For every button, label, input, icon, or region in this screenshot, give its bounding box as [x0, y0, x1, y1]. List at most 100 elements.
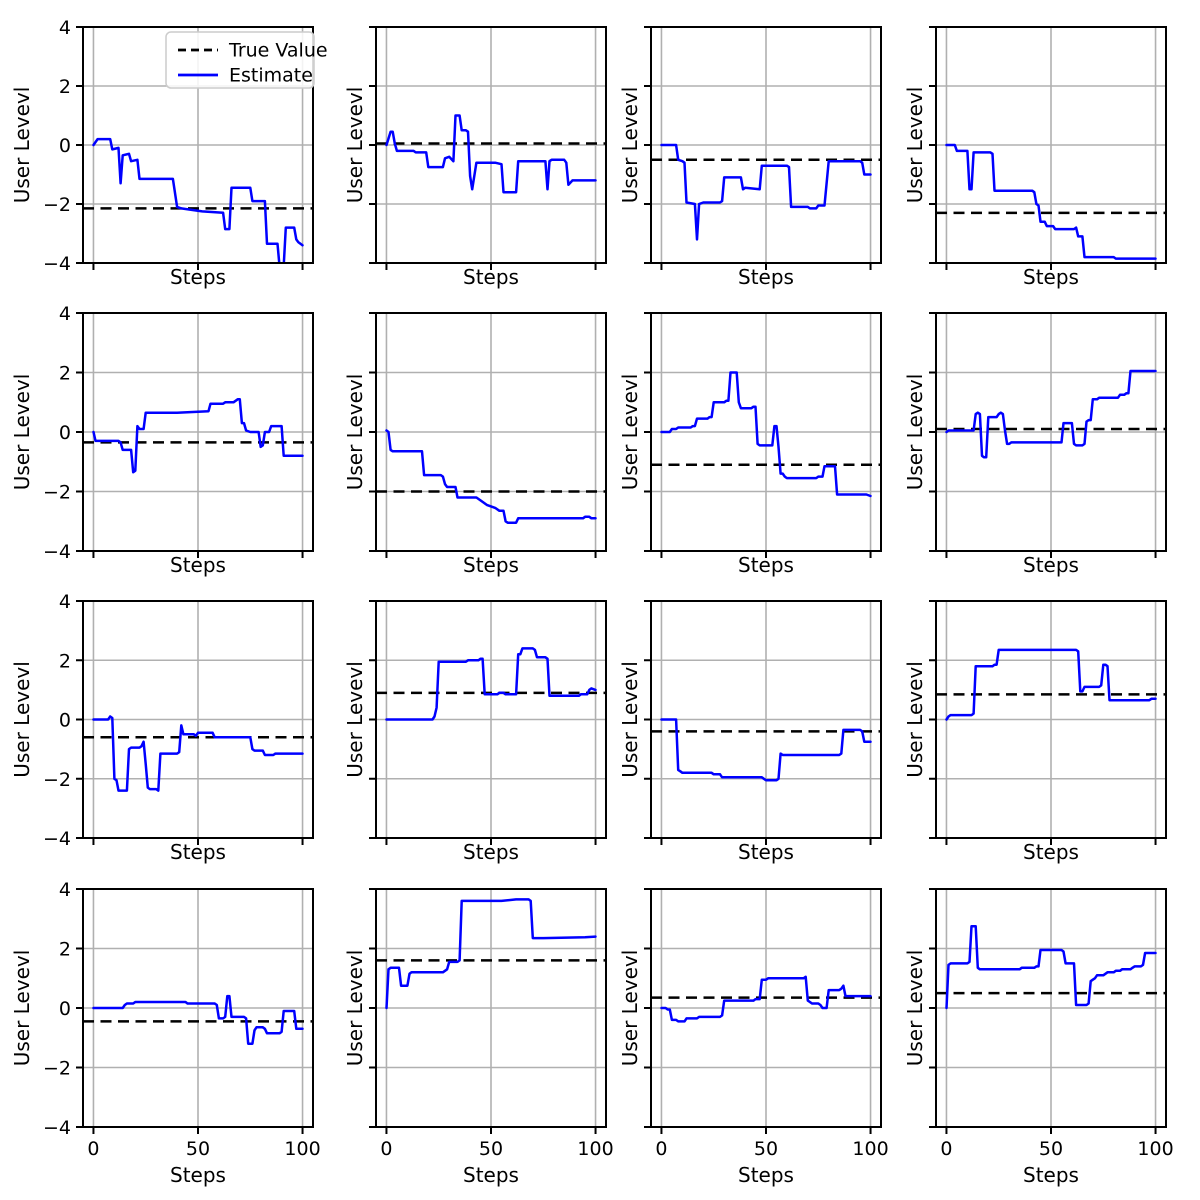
estimate-line — [660, 371, 872, 498]
estimate-line — [660, 143, 872, 241]
y-axis-label: User Levevl — [343, 87, 367, 204]
y-axis-label: User Levevl — [10, 87, 34, 204]
x-axis-label: Steps — [1023, 1163, 1079, 1187]
x-axis-label: Steps — [170, 1163, 226, 1187]
x-axis-label: Steps — [463, 1163, 519, 1187]
y-axis-label: User Levevl — [618, 374, 642, 491]
subplot-3-1: 0 50 100 Steps User Levevl — [343, 888, 614, 1187]
y-tick-label: 4 — [59, 17, 71, 39]
estimate-line — [92, 137, 304, 263]
x-axis-label: Steps — [738, 553, 794, 577]
estimate-line — [385, 114, 597, 194]
estimate-line — [660, 975, 872, 1023]
x-axis-label: Steps — [1023, 840, 1079, 864]
y-axis-label: User Levevl — [903, 87, 927, 204]
subplot-2-2: Steps User Levevl — [618, 600, 882, 864]
y-axis-label: User Levevl — [10, 950, 34, 1067]
estimate-line — [92, 715, 304, 792]
subplot-3-0: −4 −2 0 2 4 0 50 100 Steps User Levevl — [10, 879, 321, 1187]
subplot-0-2: Steps User Levevl — [618, 26, 882, 289]
y-tick-label: −2 — [43, 769, 71, 791]
x-axis-label: Steps — [170, 840, 226, 864]
tick-marks — [929, 888, 1157, 1134]
x-tick-label: 100 — [852, 1138, 888, 1160]
y-tick-label: 0 — [59, 422, 71, 444]
y-axis-label: User Levevl — [903, 374, 927, 491]
y-tick-label: −4 — [43, 541, 71, 563]
legend-label: Estimate — [229, 65, 313, 87]
subplot-3-3: 0 50 100 Steps User Levevl — [903, 888, 1174, 1187]
estimate-line — [945, 369, 1157, 459]
y-tick-label: −2 — [43, 1058, 71, 1080]
y-tick-label: 0 — [59, 710, 71, 732]
y-tick-label: 2 — [59, 76, 71, 98]
x-tick-label: 50 — [479, 1138, 503, 1160]
x-axis-label: Steps — [463, 265, 519, 289]
y-tick-label: −2 — [43, 482, 71, 504]
y-tick-label: 2 — [59, 939, 71, 961]
y-axis-label: User Levevl — [618, 87, 642, 204]
x-tick-label: 100 — [284, 1138, 320, 1160]
y-axis-label: User Levevl — [903, 950, 927, 1067]
y-axis-label: User Levevl — [10, 661, 34, 778]
x-tick-label: 50 — [1039, 1138, 1063, 1160]
tick-marks — [369, 888, 597, 1134]
y-tick-label: 4 — [59, 303, 71, 325]
y-tick-label: 0 — [59, 135, 71, 157]
x-axis-label: Steps — [170, 553, 226, 577]
x-tick-label: 0 — [380, 1138, 392, 1160]
estimate-line — [92, 398, 304, 474]
x-axis-label: Steps — [1023, 265, 1079, 289]
y-axis-label: User Levevl — [343, 950, 367, 1067]
x-axis-label: Steps — [463, 840, 519, 864]
y-tick-label: −4 — [43, 828, 71, 850]
tick-marks — [929, 600, 1157, 845]
x-axis-label: Steps — [170, 265, 226, 289]
subplot-0-1: Steps User Levevl — [343, 26, 607, 289]
subplot-2-1: Steps User Levevl — [343, 600, 607, 864]
estimate-line — [660, 718, 872, 782]
y-axis-label: User Levevl — [618, 950, 642, 1067]
subplot-2-3: Steps User Levevl — [903, 600, 1167, 864]
y-axis-label: User Levevl — [343, 374, 367, 491]
x-axis-label: Steps — [738, 840, 794, 864]
tick-marks — [76, 312, 304, 558]
y-tick-label: 4 — [59, 879, 71, 901]
tick-marks — [76, 26, 304, 270]
y-tick-label: 0 — [59, 998, 71, 1020]
tick-marks — [369, 312, 597, 558]
x-axis-label: Steps — [1023, 553, 1079, 577]
estimate-line — [92, 994, 304, 1045]
y-tick-label: −4 — [43, 1117, 71, 1139]
legend-label: True Value — [228, 40, 328, 62]
x-axis-label: Steps — [738, 265, 794, 289]
tick-marks — [644, 600, 872, 845]
x-axis-label: Steps — [738, 1163, 794, 1187]
tick-marks — [369, 26, 597, 270]
y-tick-label: 2 — [59, 363, 71, 385]
x-axis-label: Steps — [463, 553, 519, 577]
x-tick-label: 0 — [87, 1138, 99, 1160]
estimate-line — [945, 924, 1157, 1010]
subplot-1-0: −4 −2 0 2 4 Steps User Levevl — [10, 303, 314, 577]
subplot-1-3: Steps User Levevl — [903, 312, 1167, 577]
tick-marks — [644, 888, 872, 1134]
subplot-0-3: Steps User Levevl — [903, 26, 1167, 289]
y-axis-label: User Levevl — [343, 661, 367, 778]
tick-marks — [76, 600, 304, 845]
tick-marks — [929, 26, 1157, 270]
subplot-1-1: Steps User Levevl — [343, 312, 607, 577]
tick-marks — [644, 26, 872, 270]
y-tick-label: −2 — [43, 194, 71, 216]
tick-marks — [644, 312, 872, 558]
x-tick-label: 0 — [655, 1138, 667, 1160]
y-axis-label: User Levevl — [10, 374, 34, 491]
subplot-1-2: Steps User Levevl — [618, 312, 882, 577]
estimate-line — [385, 647, 597, 721]
subplot-3-2: 0 50 100 Steps User Levevl — [618, 888, 889, 1187]
y-tick-label: −4 — [43, 253, 71, 275]
tick-marks — [929, 312, 1157, 558]
estimate-line — [945, 143, 1157, 260]
tick-marks — [76, 888, 304, 1134]
